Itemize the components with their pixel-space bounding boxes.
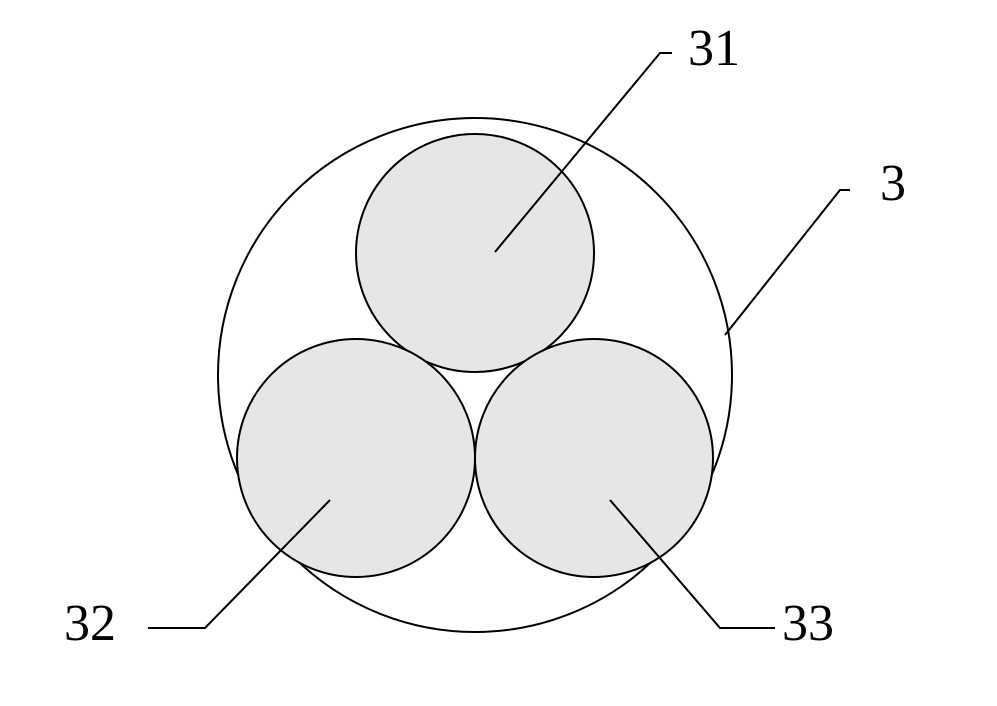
- label-31: 31: [688, 20, 740, 77]
- inner-circle-left: [237, 339, 475, 577]
- cross-section-diagram: 31 3 32 33: [0, 0, 997, 706]
- inner-circle-top: [356, 134, 594, 372]
- leader-line-3: [725, 190, 850, 335]
- label-3: 3: [880, 155, 906, 212]
- label-33: 33: [782, 595, 834, 652]
- label-32: 32: [64, 595, 116, 652]
- inner-circle-right: [475, 339, 713, 577]
